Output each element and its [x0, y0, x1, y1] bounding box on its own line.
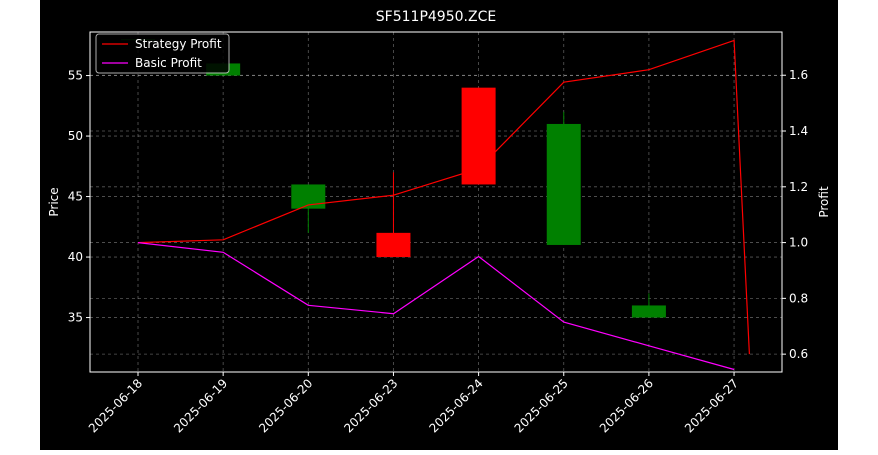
y-right-tick-label: 1.2	[789, 180, 808, 194]
x-axis: 2025-06-18 2025-06-19 2025-06-20 2025-06-23…	[86, 372, 741, 435]
x-tick-label: 2025-06-18	[86, 376, 145, 435]
x-tick-label: 2025-06-24	[427, 376, 486, 435]
basic-profit-line	[137, 242, 735, 371]
y-right-tick-label: 0.8	[789, 291, 808, 305]
profit-lines	[137, 39, 750, 371]
y-axis-right: 0.6 0.8 1.0 1.2 1.4 1.6	[782, 68, 808, 361]
y-left-tick-label: 50	[68, 129, 83, 143]
x-tick-label: 2025-06-25	[512, 376, 571, 435]
y-left-tick-label: 35	[68, 311, 83, 325]
x-tick-label: 2025-06-19	[171, 376, 230, 435]
legend-label: Basic Profit	[135, 56, 202, 70]
legend: Strategy Profit Basic Profit	[95, 33, 230, 74]
strategy-profit-line	[137, 39, 750, 355]
y-right-tick-label: 1.6	[789, 68, 808, 82]
chart-svg: SF511P4950.ZCE 2025-06-18 2025-06-19 2025-…	[47, 9, 831, 435]
y-axis-left-label: Price	[47, 187, 61, 216]
chart-figure: SF511P4950.ZCE 2025-06-18 2025-06-19 2025-…	[40, 0, 838, 450]
chart-title: SF511P4950.ZCE	[376, 9, 496, 25]
candles	[121, 39, 666, 318]
y-axis-right-label: Profit	[817, 186, 831, 218]
y-axis-left: 35 40 45 50 55	[68, 69, 90, 325]
candle-body	[546, 123, 581, 245]
y-right-tick-label: 1.4	[789, 124, 808, 138]
y-right-tick-label: 1.0	[789, 236, 808, 250]
candle-body	[376, 232, 411, 258]
x-tick-label: 2025-06-20	[256, 376, 315, 435]
x-tick-label: 2025-06-23	[341, 376, 400, 435]
y-left-tick-label: 45	[68, 190, 83, 204]
y-left-tick-label: 55	[68, 69, 83, 83]
candle-body	[631, 305, 666, 318]
x-tick-label: 2025-06-26	[597, 376, 656, 435]
plot-frame	[89, 31, 783, 373]
candle-body	[461, 87, 496, 185]
y-right-tick-label: 0.6	[789, 347, 808, 361]
grid	[90, 32, 782, 372]
legend-label: Strategy Profit	[135, 37, 222, 51]
x-tick-label: 2025-06-27	[682, 376, 741, 435]
y-left-tick-label: 40	[68, 250, 83, 264]
